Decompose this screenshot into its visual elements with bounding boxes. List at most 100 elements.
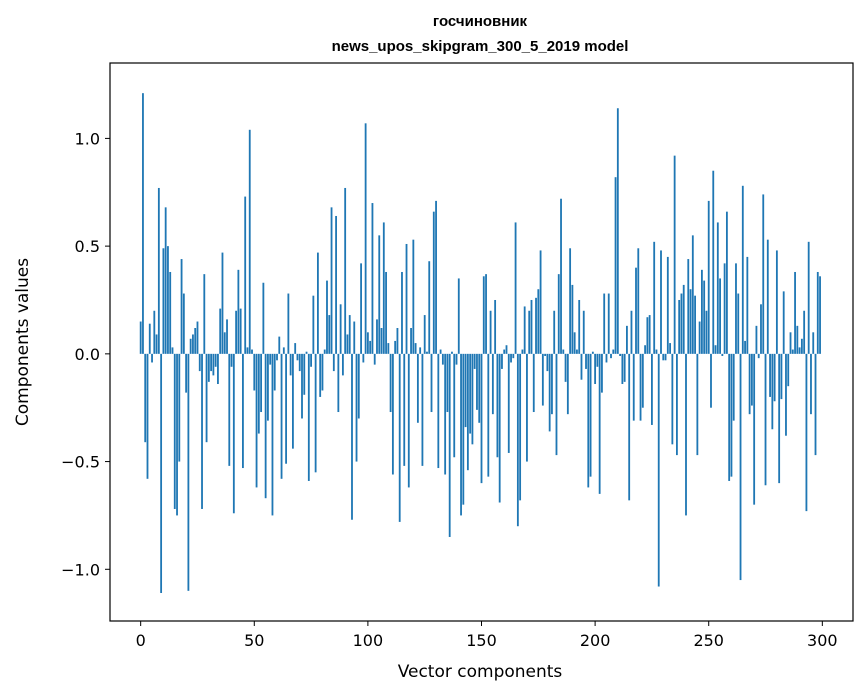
bar [262,282,265,354]
bar [264,353,267,499]
bar [796,325,799,354]
bar [187,353,190,591]
bar [750,353,753,406]
bar [255,353,258,488]
bar [173,353,176,509]
bar [678,299,681,354]
bar [432,211,435,354]
bar [775,250,778,354]
x-tick-label: 0 [136,631,146,650]
bar [305,351,308,354]
bar [737,293,740,354]
bar [791,349,794,354]
bar [287,293,290,354]
bar [573,332,576,354]
bar [485,274,487,354]
bar [691,235,694,354]
bar [144,353,147,443]
bar [655,349,658,354]
bar [516,353,519,527]
bar [528,310,531,354]
bar [680,293,683,354]
bars-group [139,93,821,593]
bar [360,263,362,354]
bar [703,280,706,354]
bar [576,349,578,354]
bar [785,353,787,436]
bar [732,353,735,421]
bar [687,259,690,354]
bar [660,250,662,354]
bar [744,340,746,354]
bar [510,353,512,363]
bar [310,353,312,367]
bar [619,353,622,356]
bar [501,353,503,369]
bar [716,222,719,354]
bar [212,353,215,376]
bar [480,353,483,484]
bar [489,310,492,354]
bar [725,211,728,354]
bar [676,353,678,456]
bar [292,353,294,449]
bar [214,353,217,367]
bar [337,353,340,413]
plot-area-frame [109,62,854,622]
bar [598,353,601,494]
bar [148,323,151,354]
bar [771,353,774,430]
bar [746,256,749,354]
bar [142,93,144,354]
bar [276,353,278,361]
bar [814,353,817,456]
x-tick-label: 50 [244,631,264,650]
bar [730,353,733,477]
bar [405,243,408,354]
bar [471,353,474,445]
bar [603,293,606,354]
bar [278,336,281,354]
bar [503,349,506,354]
bar [460,353,462,516]
bar [623,353,626,382]
bar [221,252,224,354]
bar [755,325,758,354]
bar [164,207,167,354]
bar [639,353,642,421]
bar [396,328,399,354]
bar [637,248,640,354]
bar [176,353,178,516]
bar [217,353,219,385]
bar [385,271,387,354]
bar [541,353,544,406]
bar [296,353,299,361]
bar [794,271,796,354]
bar [498,353,501,503]
bar [419,347,422,354]
bar [614,177,617,354]
bar [423,315,426,354]
bar [448,353,451,537]
bar [316,252,319,354]
bar [585,353,587,369]
bar [605,353,608,363]
bar [803,310,806,354]
bar [698,321,701,354]
bar [714,345,717,354]
chart-title: госчиновник [433,13,528,30]
bar [153,310,156,354]
bar [551,353,553,415]
bar [578,299,581,354]
bar [230,353,233,367]
bar [580,353,583,380]
y-tick-label: 0.0 [75,345,100,364]
bar [435,200,437,354]
bar [766,239,769,354]
bar [207,353,210,382]
bar [819,276,821,354]
bar [421,353,424,466]
bar [412,239,415,354]
bar [816,271,819,354]
bar [267,353,269,421]
